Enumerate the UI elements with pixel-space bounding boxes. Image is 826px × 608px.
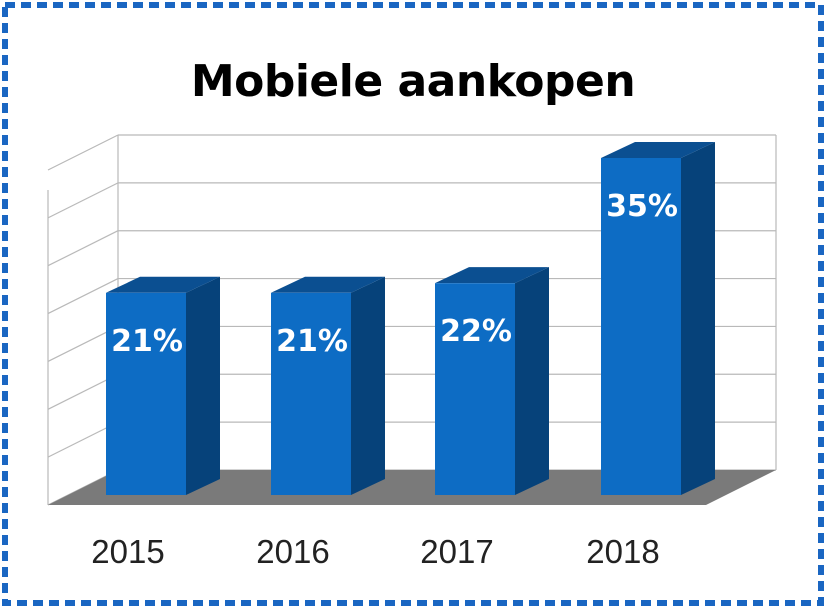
bar-top [435,267,549,284]
bar-2018 [601,158,681,495]
x-tick-label-2017: 2017 [420,533,493,570]
bar-top [271,276,385,293]
chart-floor [48,470,776,505]
bar-top [601,142,715,158]
bar-2015 [106,292,186,495]
chart-title: Mobiele aankopen [190,56,636,107]
x-tick-label-2018: 2018 [586,533,659,570]
data-label-2017: 22% [440,314,512,349]
bar-side [681,142,715,495]
bars: 21% 21% 22% 35% [106,142,715,495]
x-axis-labels: 2015 2016 2017 2018 [91,533,659,570]
x-tick-label-2015: 2015 [91,533,164,570]
bar-side [351,276,385,495]
bar-top [106,276,220,293]
gridline-side [47,134,119,171]
data-label-2015: 21% [111,324,183,359]
bar-2017 [435,283,515,495]
bar-side [186,276,220,495]
gridline-side [47,278,119,315]
bar-2016 [271,292,351,495]
floor-plane [48,470,776,505]
gridline-side [47,182,119,219]
gridline-side [47,230,119,267]
data-label-2016: 21% [276,324,348,359]
bar-side [515,267,549,495]
data-label-2018: 35% [606,189,678,224]
x-tick-label-2016: 2016 [256,533,329,570]
